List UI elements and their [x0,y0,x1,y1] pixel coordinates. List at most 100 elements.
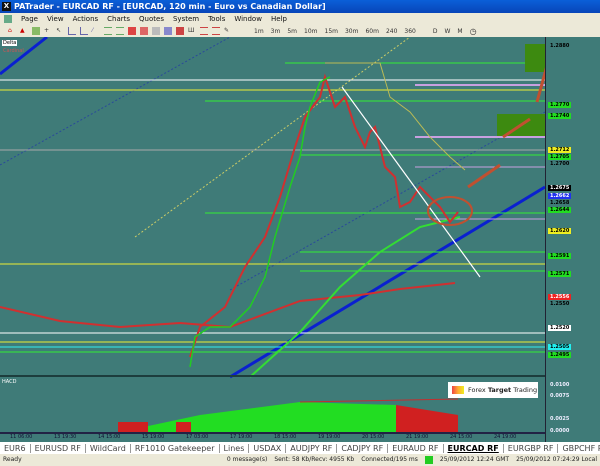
osc-axis-label: 0.0025 [550,416,570,422]
tab-eur6[interactable]: EUR6 [0,443,31,453]
grid-icon[interactable] [152,27,160,35]
chart-icon[interactable] [32,27,40,35]
indicator-tag: Delta [2,40,18,46]
arrow-1 [467,163,501,189]
fibonacci-icon[interactable] [104,27,112,35]
channel-icon[interactable] [140,27,148,35]
price-label: 1.2662 [548,193,572,199]
local-time: 25/09/2012 07:24:29 Local [516,456,597,463]
osc-signal-line [299,398,459,403]
time-label: 24 15:00 [450,434,473,440]
disconnect-icon[interactable]: ▲ [20,27,25,34]
connection-indicator-icon [424,456,433,464]
osc-axis-label: 0.0100 [550,382,570,388]
tf-360[interactable]: 360 [404,27,416,35]
tf-10m[interactable]: 10m [304,27,318,35]
tf-240[interactable]: 240 [385,27,398,35]
price-label: 1.2591 [548,253,572,259]
crosshair-icon[interactable]: + [44,27,50,34]
menu-charts[interactable]: Charts [107,15,131,23]
menu-page[interactable]: Page [21,15,38,23]
tf-3m[interactable]: 3m [270,27,281,35]
toolbar: ⌂ ▲ + ↖ ⁄ Ш ✎ 1m 3m 5m 10m 15m 30m 60m 2… [0,25,600,37]
price-label: 1.2705 [548,154,572,160]
tf-1m[interactable]: 1m [254,27,264,35]
connect-icon[interactable]: ⌂ [8,27,12,34]
menu-window[interactable]: Window [234,15,262,23]
indicator-sub: Cardinal [3,48,24,54]
window-title: PATrader - EURCAD RF - [EURCAD, 120 min … [14,2,326,11]
dotted-channel-mid [229,111,545,291]
fib-fan-icon[interactable] [116,27,124,35]
tf-5m[interactable]: 5m [287,27,298,35]
bars-icon[interactable] [164,27,172,35]
highlight-circle [427,196,473,226]
osc-axis-label: 0.0075 [550,393,570,399]
price-label: 1.2712 [548,147,572,153]
dotted-channel-upper [0,37,231,166]
tab-rf1010-gatekeeper[interactable]: RF1010 Gatekeeper [131,443,220,453]
arrow-3 [535,67,545,103]
candles-green [189,76,331,368]
price-label: 1.2550 [550,301,570,307]
tab-eurusd-rf[interactable]: EURUSD RF [31,443,86,453]
time-label: 13 19:30 [54,434,77,440]
trendline-icon[interactable]: ⁄ [92,27,94,34]
downtrend-line [341,86,481,278]
menu-actions[interactable]: Actions [72,15,99,23]
time-label: 18 15:00 [274,434,297,440]
price-axis[interactable]: 1.2880 1.2770 1.2740 1.2712 1.2705 1.2700 1.26… [545,37,600,442]
price-ma-green [249,216,461,378]
tab-wildcard[interactable]: WildCard [86,443,131,453]
gmt-time: 25/09/2012 12:24 GMT [439,456,510,463]
tf-15m[interactable]: 15m [324,27,338,35]
vertical-line-icon[interactable] [80,27,88,35]
tab-audjpy-rf[interactable]: AUDJPY RF [286,443,338,453]
tab-usdax[interactable]: USDAX [249,443,287,453]
traffic: Sent: 58 Kb/Recv: 4955 Kb [274,456,355,463]
dotted-yellow-line [134,37,411,238]
tab-cadjpy-rf[interactable]: CADJPY RF [337,443,389,453]
tf-30m[interactable]: 30m [344,27,359,35]
price-chart[interactable]: Delta Cardinal HACD Forex Target Trading… [0,37,600,442]
flag-icon[interactable] [176,27,184,35]
watermark-logo: Forex Target Trading [448,382,538,398]
clock-icon[interactable]: ◷ [469,26,477,36]
menu-system[interactable]: System [172,15,200,23]
tf-w[interactable]: W [444,27,451,35]
tab-gbpchf-rf[interactable]: GBPCHF RF [558,444,600,453]
time-label: 17 19:00 [230,434,253,440]
levels-icon[interactable]: Ш [188,27,195,34]
pointer-icon[interactable]: ↖ [56,27,62,34]
menu-help[interactable]: Help [270,15,287,23]
horizontal-line-icon[interactable] [68,27,76,35]
price-label: 1.2675 [548,185,572,191]
osc-red-block-2 [176,422,191,432]
logo-bars-icon [452,386,464,394]
menu-quotes[interactable]: Quotes [139,15,164,23]
tab-eurgbp-rf[interactable]: EURGBP RF [504,443,559,453]
lines-red2-icon[interactable] [212,27,220,35]
osc-label: HACD [2,379,17,385]
menu-view[interactable]: View [46,15,64,23]
status-ready: Ready [3,456,22,463]
tab-lines[interactable]: Lines [220,443,250,453]
tf-d[interactable]: D [432,27,438,35]
time-axis: 11 06:00 13 19:30 14 15:00 15 19:00 17 03:00… [0,432,545,442]
price-label: 1.2556 [548,294,572,300]
tf-60m[interactable]: 60m [365,27,379,35]
menu-tools[interactable]: Tools [208,15,226,23]
tab-euraud-rf[interactable]: EURAUD RF [388,443,444,453]
price-label: 1.2740 [548,113,572,119]
title-bar: X PATrader - EURCAD RF - [EURCAD, 120 mi… [0,0,600,13]
tf-m[interactable]: M [457,27,463,35]
price-label: 1.2571 [548,271,572,277]
page-icon [4,15,12,23]
tab-eurcad-rf[interactable]: EURCAD RF [444,443,504,453]
edit-icon[interactable]: ✎ [224,27,230,34]
target-box-upper [525,44,545,72]
lines-red-icon[interactable] [200,27,208,35]
time-label: 11 06:00 [10,434,33,440]
app-icon: X [2,2,11,11]
rectangle-icon[interactable] [128,27,136,35]
